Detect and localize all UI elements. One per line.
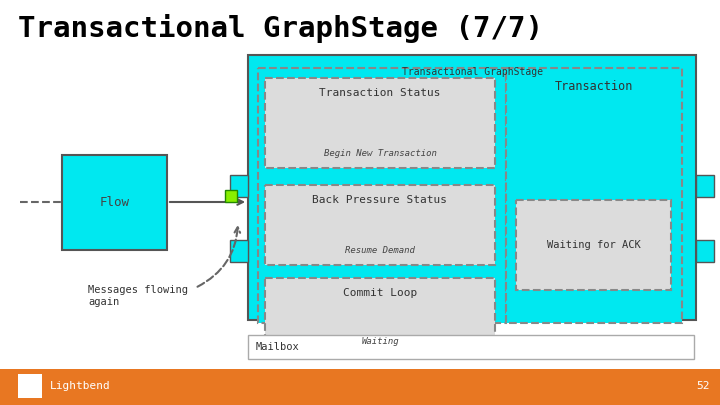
Bar [265,185,495,265]
Bar [0,369,720,405]
Bar [506,68,682,323]
Text: Resume Demand: Resume Demand [345,246,415,255]
Text: 52: 52 [696,381,710,391]
Bar [225,190,237,202]
Text: Lightbend: Lightbend [50,381,111,391]
Text: Transaction Status: Transaction Status [319,88,441,98]
Bar [696,175,714,197]
Text: Transactional GraphStage (7/7): Transactional GraphStage (7/7) [18,14,543,43]
Text: Transactional GraphStage: Transactional GraphStage [402,67,542,77]
Bar [696,240,714,262]
Text: Waiting: Waiting [361,337,399,346]
Bar [516,200,671,290]
Text: Flow: Flow [99,196,130,209]
Bar [18,374,42,398]
Text: Transaction: Transaction [555,80,633,93]
Text: Mailbox: Mailbox [256,342,300,352]
Bar [258,68,506,323]
Bar [230,240,248,262]
Bar [230,175,248,197]
Bar [265,278,495,356]
Text: Messages flowing
again: Messages flowing again [88,285,188,307]
Text: Begin New Transaction: Begin New Transaction [323,149,436,158]
Text: Commit Loop: Commit Loop [343,288,417,298]
Bar [248,55,696,320]
Bar [248,335,694,359]
Bar [265,78,495,168]
Text: Back Pressure Status: Back Pressure Status [312,195,448,205]
Text: Waiting for ACK: Waiting for ACK [546,240,640,250]
Bar [62,155,167,250]
